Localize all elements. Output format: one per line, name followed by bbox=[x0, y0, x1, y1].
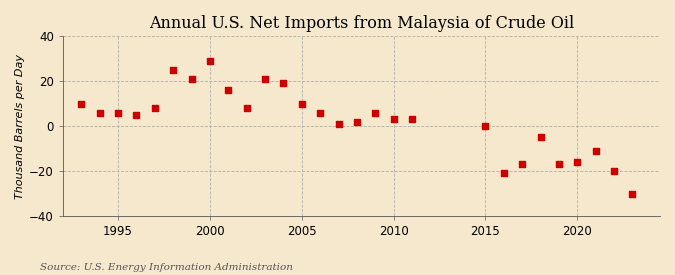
Point bbox=[278, 81, 289, 86]
Point bbox=[609, 169, 620, 173]
Point bbox=[205, 59, 215, 63]
Point bbox=[186, 77, 197, 81]
Point bbox=[260, 77, 271, 81]
Point bbox=[627, 191, 638, 196]
Point bbox=[296, 101, 307, 106]
Point bbox=[113, 111, 124, 115]
Point bbox=[388, 117, 399, 122]
Point bbox=[370, 111, 381, 115]
Point bbox=[406, 117, 417, 122]
Point bbox=[76, 101, 86, 106]
Point bbox=[352, 119, 362, 124]
Point bbox=[535, 135, 546, 140]
Point bbox=[572, 160, 583, 164]
Point bbox=[591, 149, 601, 153]
Point bbox=[149, 106, 160, 110]
Point bbox=[315, 111, 325, 115]
Title: Annual U.S. Net Imports from Malaysia of Crude Oil: Annual U.S. Net Imports from Malaysia of… bbox=[149, 15, 574, 32]
Text: Source: U.S. Energy Information Administration: Source: U.S. Energy Information Administ… bbox=[40, 263, 294, 272]
Point bbox=[498, 171, 509, 175]
Y-axis label: Thousand Barrels per Day: Thousand Barrels per Day bbox=[15, 54, 25, 199]
Point bbox=[517, 162, 528, 167]
Point bbox=[223, 88, 234, 92]
Point bbox=[131, 113, 142, 117]
Point bbox=[480, 124, 491, 128]
Point bbox=[554, 162, 564, 167]
Point bbox=[333, 122, 344, 126]
Point bbox=[168, 68, 179, 72]
Point bbox=[241, 106, 252, 110]
Point bbox=[95, 111, 105, 115]
